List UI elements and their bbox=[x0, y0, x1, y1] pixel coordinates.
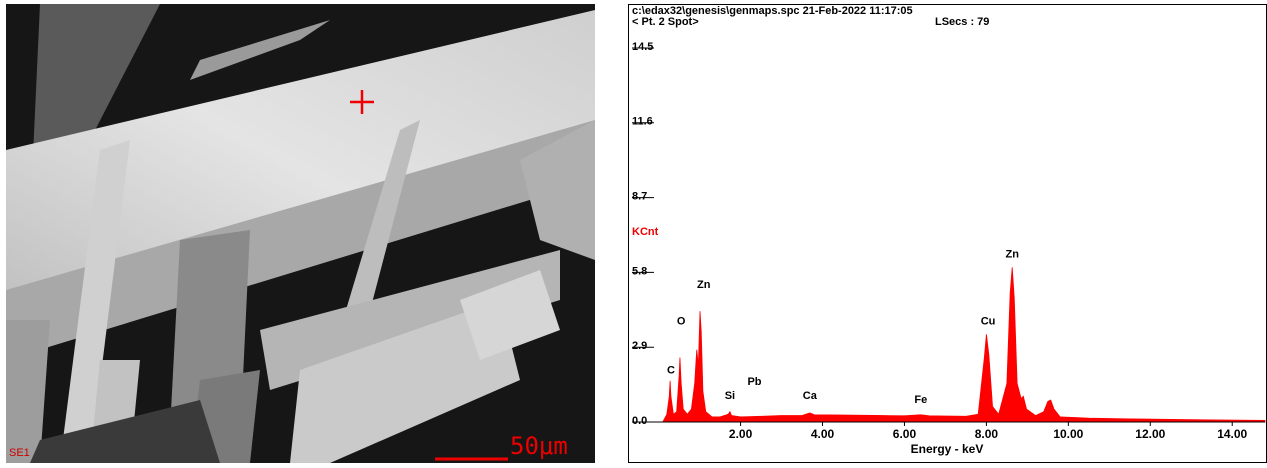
peak-label: Zn bbox=[1005, 248, 1019, 260]
y-tick-label: 5.8 bbox=[632, 265, 647, 277]
peak-label: Si bbox=[725, 390, 735, 402]
scale-label: 50μm bbox=[510, 432, 568, 460]
chart-subtitle: < Pt. 2 Spot> bbox=[632, 16, 699, 28]
detector-label: SE1 bbox=[9, 447, 30, 459]
page: SE1 50μm c:\edax32\genesis\genmaps.spc 2… bbox=[0, 0, 1267, 463]
header-right: LSecs : 79 bbox=[935, 16, 989, 28]
x-tick-label: 12.00 bbox=[1135, 427, 1165, 441]
sem-image: SE1 50μm bbox=[6, 4, 595, 463]
peak-label: Zn bbox=[697, 279, 711, 291]
x-tick-label: 6.00 bbox=[893, 427, 917, 441]
x-tick-label: 2.00 bbox=[729, 427, 753, 441]
peak-label: Ca bbox=[803, 390, 818, 402]
y-tick-label: 2.9 bbox=[632, 340, 647, 352]
x-tick-label: 4.00 bbox=[811, 427, 835, 441]
peak-label: Cu bbox=[981, 315, 996, 327]
x-tick-label: 8.00 bbox=[975, 427, 999, 441]
y-tick-label: 11.6 bbox=[632, 116, 653, 128]
peak-label: C bbox=[667, 364, 675, 376]
y-axis-label: KCnt bbox=[632, 226, 659, 238]
y-tick-label: 14.5 bbox=[632, 41, 653, 53]
peak-label: Pb bbox=[747, 376, 761, 388]
y-tick-label: 0.0 bbox=[632, 415, 647, 427]
peak-label: O bbox=[677, 315, 686, 327]
x-tick-label: 10.00 bbox=[1053, 427, 1083, 441]
x-axis-label: Energy - keV bbox=[911, 442, 984, 456]
figure: SE1 50μm c:\edax32\genesis\genmaps.spc 2… bbox=[0, 0, 1267, 463]
peak-label: Fe bbox=[914, 394, 927, 406]
y-tick-label: 8.7 bbox=[632, 191, 647, 203]
x-tick-label: 14.00 bbox=[1217, 427, 1247, 441]
